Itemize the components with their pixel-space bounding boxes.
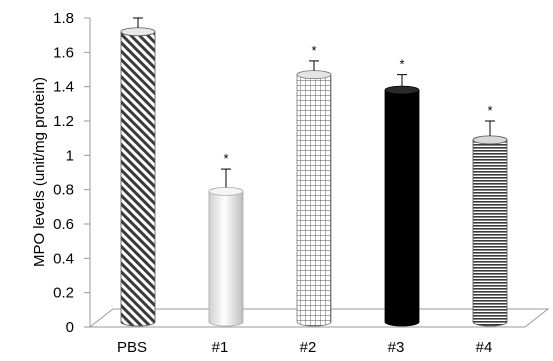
significance-marker: * bbox=[399, 57, 404, 72]
x-category-label: #3 bbox=[388, 339, 405, 356]
bar-top bbox=[384, 85, 420, 95]
x-category-label: #4 bbox=[476, 339, 493, 356]
y-tick-label: 1 bbox=[66, 147, 74, 164]
x-category-label: #1 bbox=[212, 339, 229, 356]
y-tick-label: 0 bbox=[66, 319, 74, 336]
y-tick-label: 1.6 bbox=[53, 44, 74, 61]
y-tick-label: 0.4 bbox=[53, 250, 74, 267]
bars: * * * * bbox=[120, 17, 508, 327]
bar-top bbox=[296, 70, 332, 80]
y-axis-title: MPO levels (unit/mg protein) bbox=[31, 77, 48, 267]
bar-4: * bbox=[384, 57, 420, 327]
bar-2: * bbox=[208, 151, 244, 327]
bar-body bbox=[472, 139, 508, 327]
bar-body bbox=[120, 31, 156, 327]
significance-marker: * bbox=[311, 43, 316, 58]
x-category-label: PBS bbox=[117, 339, 147, 356]
bar-top bbox=[472, 135, 508, 145]
bar-body bbox=[208, 190, 244, 327]
bar-3: * bbox=[296, 43, 332, 327]
x-category-label: #2 bbox=[300, 339, 317, 356]
y-tick-label: 0.8 bbox=[53, 182, 74, 199]
y-axis-ticks: 0 0.2 0.4 0.6 0.8 1 1.2 1.4 1.6 1.8 bbox=[53, 10, 90, 336]
bar-body bbox=[296, 74, 332, 327]
y-tick-label: 0.6 bbox=[53, 216, 74, 233]
x-axis-labels: PBS #1 #2 #3 #4 bbox=[117, 339, 492, 356]
y-tick-label: 1.8 bbox=[53, 10, 74, 27]
significance-marker: * bbox=[223, 151, 228, 166]
y-tick-label: 0.2 bbox=[53, 285, 74, 302]
y-tick-label: 1.4 bbox=[53, 79, 74, 96]
significance-marker: * bbox=[487, 103, 492, 118]
bar-body bbox=[384, 89, 420, 327]
bar-1 bbox=[120, 17, 156, 327]
bar-top bbox=[120, 27, 156, 37]
bar-top bbox=[208, 186, 244, 196]
bar-5: * bbox=[472, 103, 508, 327]
y-tick-label: 1.2 bbox=[53, 113, 74, 130]
